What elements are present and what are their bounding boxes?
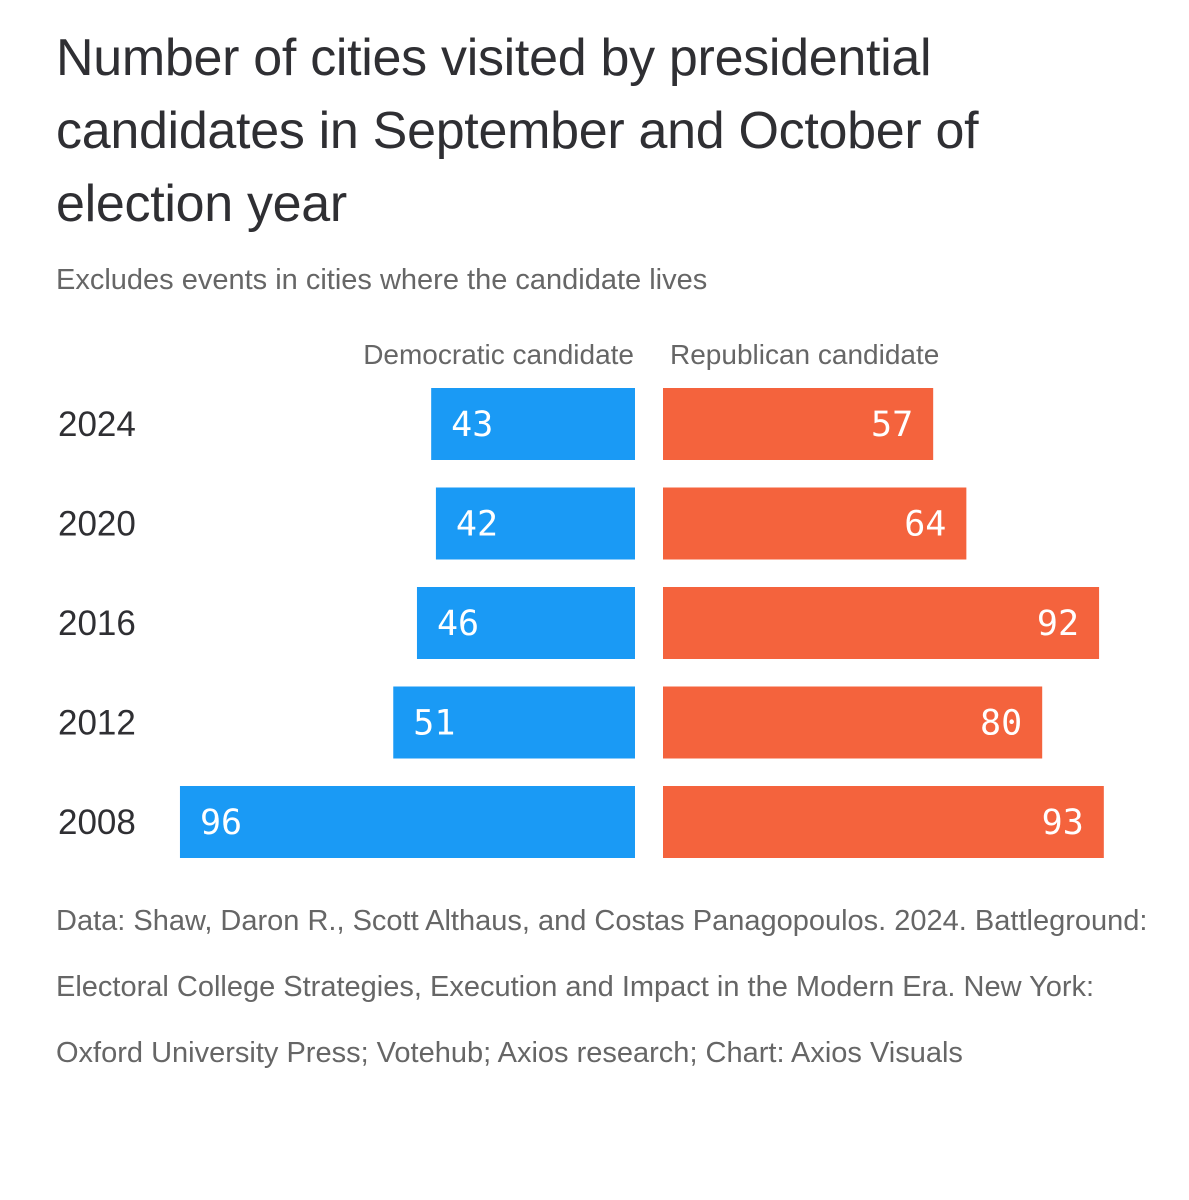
- source-note: Data: Shaw, Daron R., Scott Althaus, and…: [56, 905, 1148, 1069]
- bar-democratic: [435, 487, 635, 560]
- bar-republican: [663, 388, 934, 460]
- legend-republican: Republican candidate: [670, 339, 939, 370]
- value-label-democratic: 46: [437, 604, 479, 644]
- year-label: 2020: [58, 505, 136, 544]
- year-label: 2008: [58, 803, 136, 842]
- bar-republican: [663, 786, 1104, 858]
- year-label: 2012: [58, 704, 136, 743]
- bar-democratic: [431, 388, 635, 460]
- bar-democratic: [179, 786, 635, 858]
- value-label-republican: 57: [871, 405, 913, 445]
- value-label-democratic: 42: [456, 505, 498, 545]
- value-label-democratic: 43: [451, 405, 493, 445]
- bar-republican: [663, 587, 1100, 659]
- legend-democratic: Democratic candidate: [363, 339, 634, 370]
- value-label-republican: 92: [1037, 604, 1079, 644]
- diverging-bar-chart: Democratic candidate Republican candidate…: [58, 339, 1104, 858]
- value-label-republican: 80: [980, 704, 1022, 744]
- value-label-republican: 93: [1042, 803, 1084, 843]
- value-label-republican: 64: [904, 505, 946, 545]
- year-label: 2024: [58, 405, 136, 444]
- chart-title: Number of cities visited by presidential…: [56, 29, 979, 233]
- value-label-democratic: 96: [200, 803, 242, 843]
- bar-republican: [663, 686, 1043, 759]
- year-label: 2016: [58, 604, 136, 643]
- bar-republican: [663, 487, 967, 560]
- bar-democratic: [416, 587, 635, 659]
- value-label-democratic: 51: [413, 704, 455, 744]
- bar-democratic: [393, 686, 635, 759]
- chart-subtitle: Excludes events in cities where the cand…: [56, 264, 708, 296]
